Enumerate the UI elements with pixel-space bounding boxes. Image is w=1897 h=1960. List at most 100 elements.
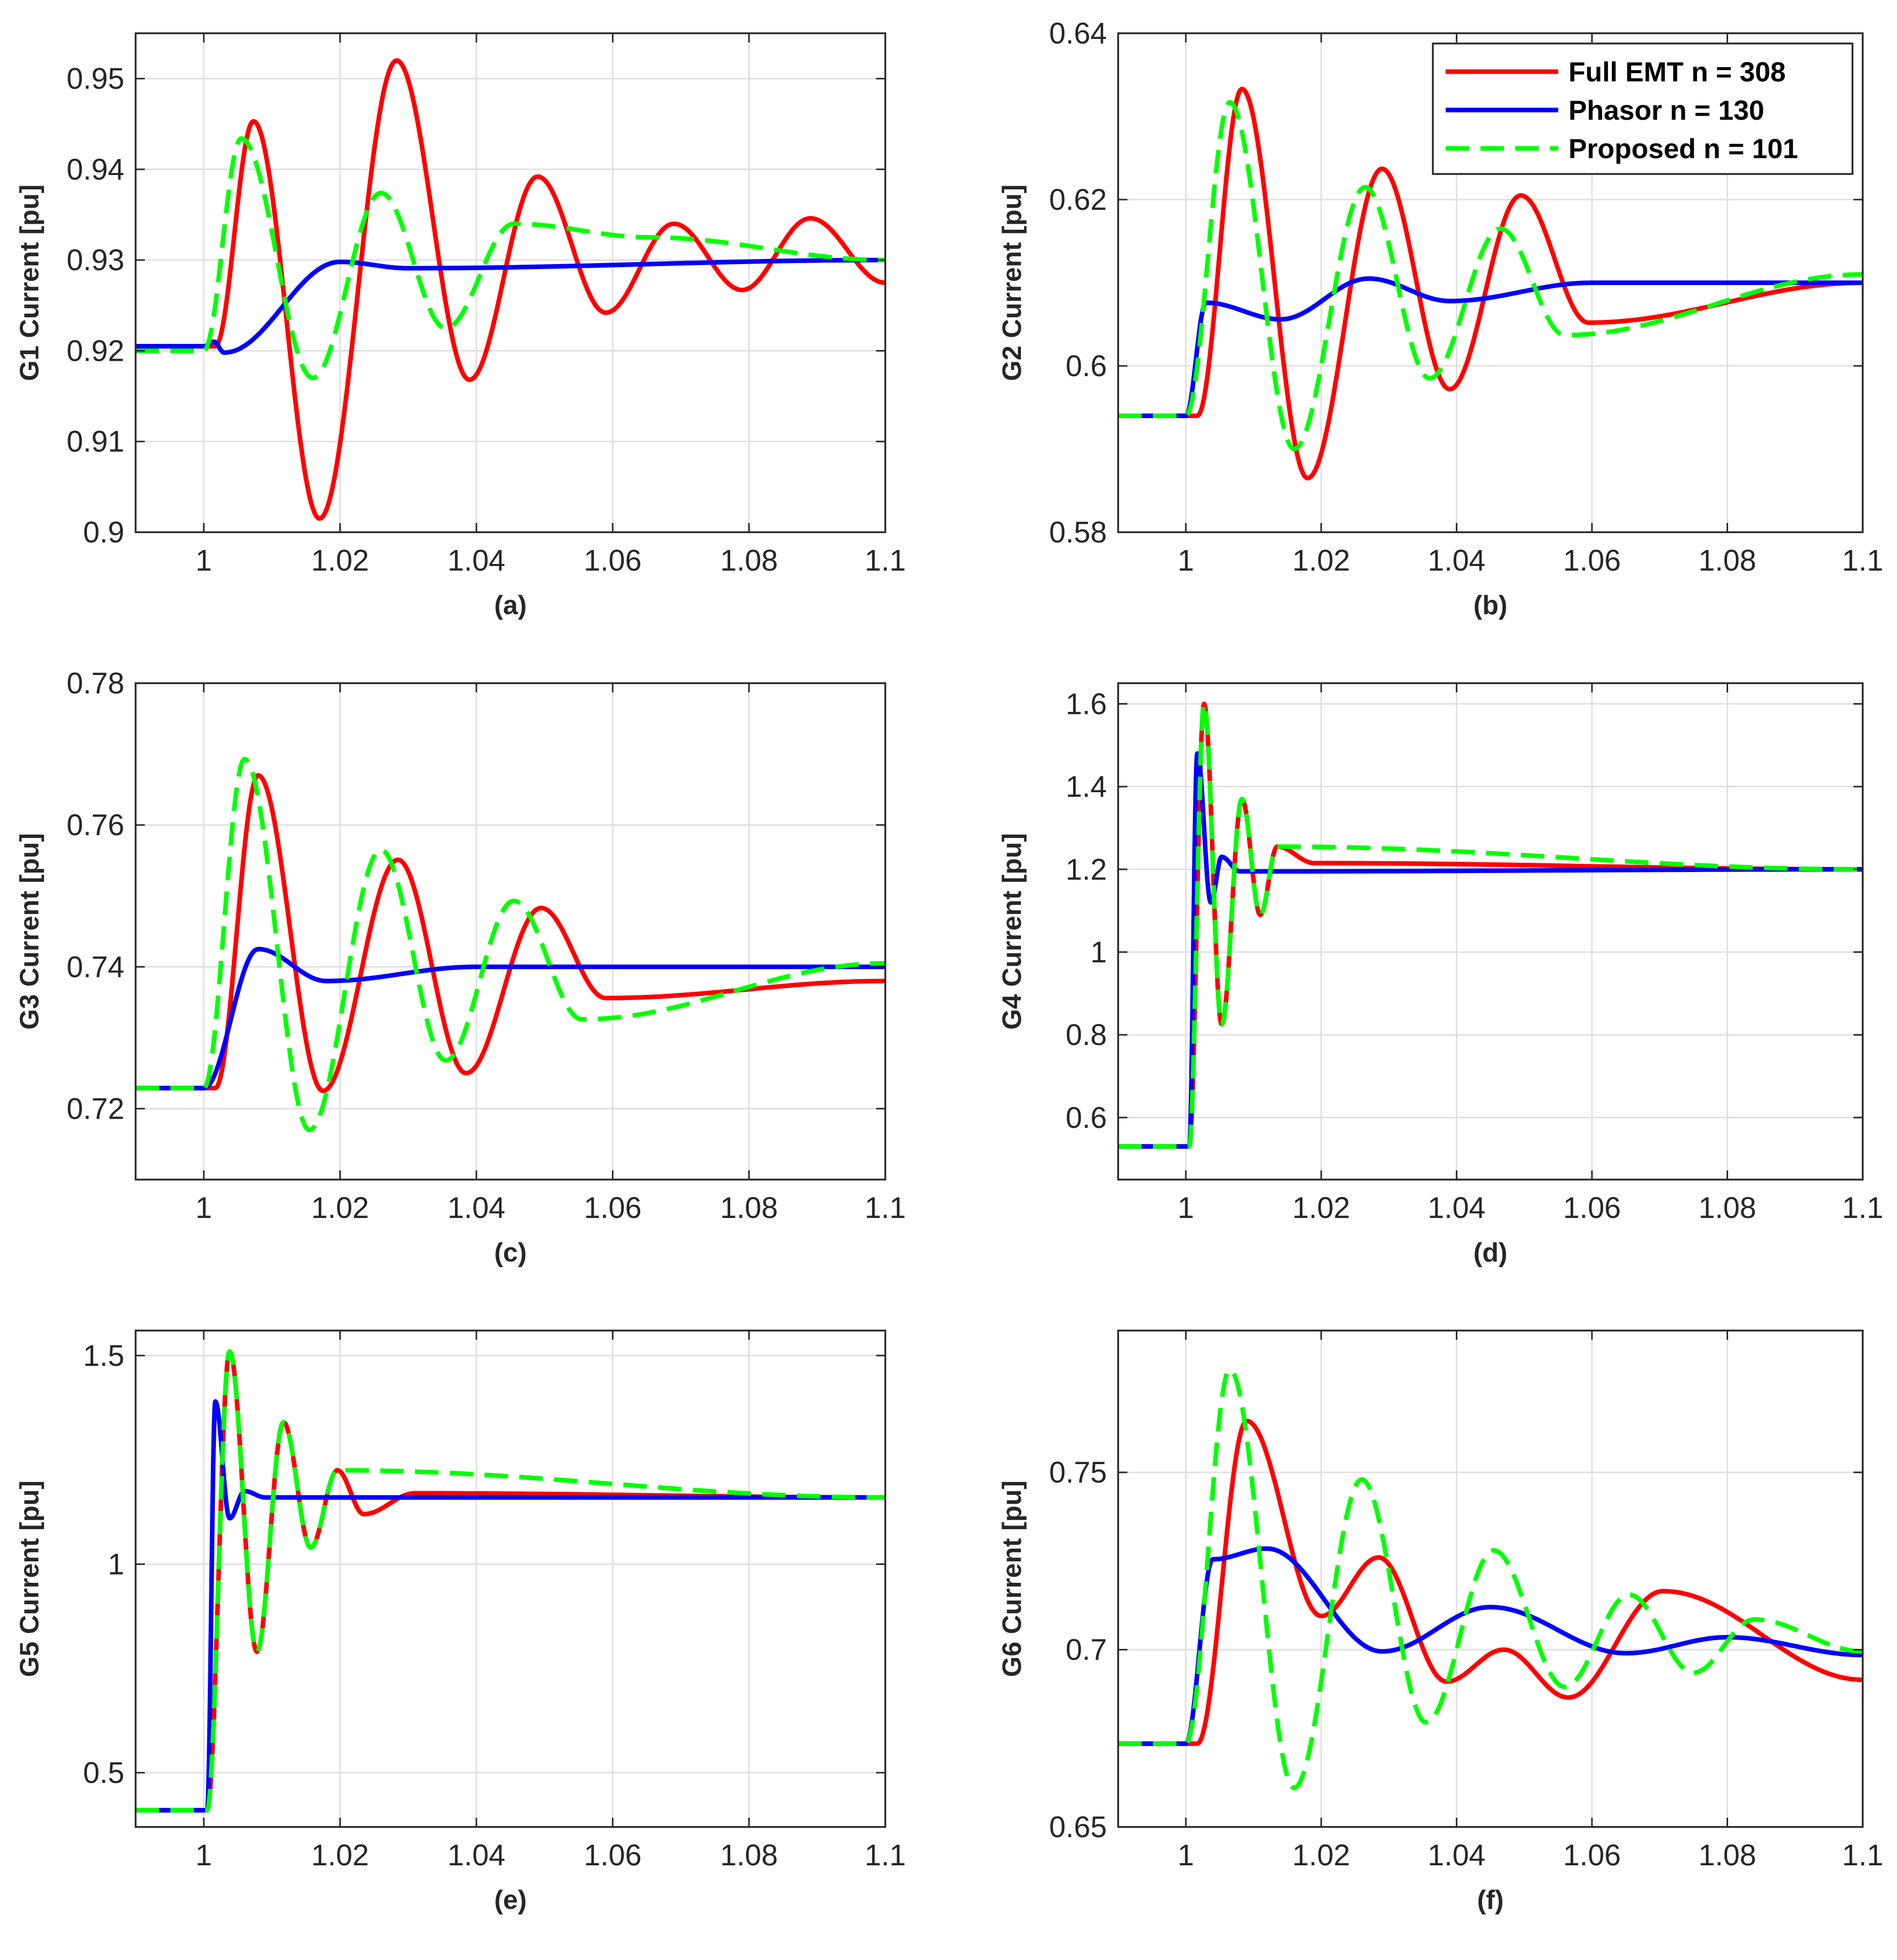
legend: Full EMT n = 308 Phasor n = 130 Proposed n… <box>1432 42 1854 175</box>
panel-caption: (b) <box>1473 591 1507 620</box>
y-tick-label: 0.9 <box>83 516 124 549</box>
series-phasor-line <box>136 947 885 1091</box>
panel-caption: (a) <box>494 591 527 620</box>
x-tick-label: 1.06 <box>1563 544 1621 577</box>
panel-b: 1 1.02 1.04 1.06 1.08 1.1 0.58 0.6 0.62 0.64 G2 Cu… <box>997 17 1883 620</box>
series-full-line <box>1118 1419 1863 1746</box>
panel-a: 1 1.02 1.04 1.06 1.08 1.1 0.9 0.91 0.92 0.93 0.94 0… <box>15 32 906 620</box>
x-tick-label: 1 <box>1178 544 1194 577</box>
x-tick-label: 1.06 <box>1563 1839 1621 1872</box>
series-proposed-line <box>136 1349 885 1813</box>
x-tick-label: 1.02 <box>1292 1839 1350 1872</box>
y-tick-label: 0.91 <box>67 425 124 459</box>
y-tick-label: 0.64 <box>1049 17 1107 50</box>
y-tick-label: 0.72 <box>67 1092 124 1125</box>
series-phasor-line <box>136 257 885 355</box>
y-tick-label: 0.6 <box>1065 1101 1107 1135</box>
series-proposed-line <box>136 136 885 381</box>
y-tick-label: 0.92 <box>67 334 124 367</box>
axes-frame <box>1117 682 1864 1181</box>
axes-frame <box>1117 32 1864 533</box>
y-tick-label: 0.74 <box>67 950 124 984</box>
x-tick-label: 1.02 <box>311 1191 369 1225</box>
panel-caption: (c) <box>494 1238 527 1268</box>
y-axis-label: G5 Current [pu] <box>15 1480 45 1677</box>
panel-caption: (f) <box>1477 1885 1504 1915</box>
y-tick-label: 0.7 <box>1065 1634 1107 1667</box>
x-tick-label: 1.1 <box>1842 1839 1884 1872</box>
x-tick-label: 1.08 <box>1698 544 1756 577</box>
x-tick-label: 1.08 <box>1698 1191 1756 1225</box>
series-proposed-line <box>136 756 885 1133</box>
series-proposed-line <box>1118 701 1863 1149</box>
x-tick-label: 1.04 <box>447 544 505 577</box>
y-tick-label: 0.94 <box>67 153 124 186</box>
x-tick-label: 1.06 <box>584 1191 642 1225</box>
y-axis-label: G6 Current [pu] <box>997 1480 1027 1677</box>
y-tick-label: 1.6 <box>1065 687 1107 721</box>
x-tick-label: 1.08 <box>720 1839 778 1872</box>
y-axis-label: G2 Current [pu] <box>997 184 1027 381</box>
x-tick-label: 1.04 <box>447 1839 505 1872</box>
x-tick-label: 1.1 <box>1842 1191 1884 1225</box>
legend-label: Full EMT n = 308 <box>1568 57 1786 88</box>
y-tick-label: 1.5 <box>83 1339 124 1373</box>
y-tick-label: 0.95 <box>67 62 124 96</box>
y-axis-label: G3 Current [pu] <box>15 833 45 1030</box>
x-tick-label: 1 <box>1178 1191 1194 1225</box>
series-proposed-line <box>1118 100 1863 451</box>
panel-d: 1 1.02 1.04 1.06 1.08 1.1 0.6 0.8 1 1.2 1.4 1.6 G4 C… <box>997 682 1884 1268</box>
x-tick-label: 1.06 <box>584 1839 642 1872</box>
x-tick-label: 1.1 <box>865 544 906 577</box>
panels-group: 1 1.02 1.04 1.06 1.08 1.1 0.9 0.91 0.92 0.93 0.94 0… <box>15 17 1883 1915</box>
y-tick-label: 1 <box>108 1548 124 1581</box>
y-tick-label: 0.58 <box>1049 516 1107 549</box>
axes-frame <box>135 32 886 533</box>
x-tick-label: 1.04 <box>1428 1839 1486 1872</box>
series-full-line <box>136 773 885 1094</box>
x-tick-label: 1.02 <box>1292 544 1350 577</box>
x-tick-label: 1.02 <box>1292 1191 1350 1225</box>
y-tick-label: 0.78 <box>67 667 124 700</box>
series-proposed-line <box>1118 1367 1863 1791</box>
x-tick-label: 1.04 <box>1428 544 1486 577</box>
x-tick-label: 1.06 <box>1563 1191 1621 1225</box>
y-tick-label: 1.4 <box>1065 770 1107 803</box>
y-tick-label: 0.75 <box>1049 1456 1107 1489</box>
y-tick-label: 0.5 <box>83 1756 124 1790</box>
axes-frame <box>135 682 886 1181</box>
panel-caption: (d) <box>1473 1238 1507 1268</box>
x-tick-label: 1.08 <box>720 1191 778 1225</box>
y-tick-label: 0.6 <box>1065 350 1107 383</box>
x-tick-label: 1.1 <box>865 1191 906 1225</box>
legend-label: Phasor n = 130 <box>1568 95 1764 126</box>
series-phasor-line <box>136 1399 885 1813</box>
axes-frame <box>1117 1330 1864 1828</box>
y-tick-label: 0.76 <box>67 809 124 842</box>
y-axis-label: G1 Current [pu] <box>15 184 45 381</box>
x-tick-label: 1 <box>1178 1839 1194 1872</box>
series-phasor-line <box>1118 1546 1863 1746</box>
x-tick-label: 1.1 <box>865 1839 906 1872</box>
x-tick-label: 1 <box>195 1839 212 1872</box>
x-tick-label: 1 <box>195 1191 212 1225</box>
y-tick-label: 1.2 <box>1065 853 1107 886</box>
y-tick-label: 0.62 <box>1049 183 1107 216</box>
x-tick-label: 1.02 <box>311 1839 369 1872</box>
y-tick-label: 1 <box>1091 935 1107 969</box>
y-tick-label: 0.93 <box>67 244 124 277</box>
x-tick-label: 1 <box>195 544 212 577</box>
x-tick-label: 1.1 <box>1842 544 1884 577</box>
axes-frame <box>135 1330 886 1828</box>
series-phasor-line <box>1118 751 1863 1149</box>
y-tick-label: 0.8 <box>1065 1018 1107 1052</box>
x-tick-label: 1.06 <box>584 544 642 577</box>
legend-label: Proposed n = 101 <box>1568 134 1798 164</box>
panel-c: 1 1.02 1.04 1.06 1.08 1.1 0.72 0.74 0.76 0.78 G3 C… <box>15 667 906 1268</box>
y-tick-label: 0.65 <box>1049 1811 1107 1844</box>
series-full-line <box>136 58 885 521</box>
x-tick-label: 1.04 <box>447 1191 505 1225</box>
x-tick-label: 1.02 <box>311 544 369 577</box>
panel-caption: (e) <box>494 1885 527 1915</box>
